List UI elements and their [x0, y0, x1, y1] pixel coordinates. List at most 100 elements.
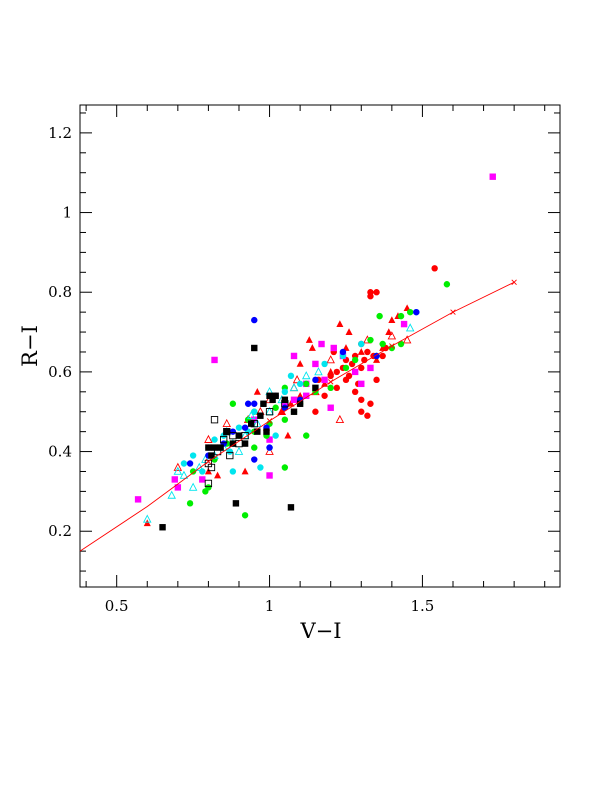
data-point-filled-square: [199, 476, 206, 483]
data-points: [134, 173, 496, 531]
data-point-filled-circle: [364, 412, 371, 419]
data-point-filled-circle: [251, 444, 258, 451]
data-point-filled-circle: [373, 376, 380, 384]
data-point-filled-square: [489, 173, 496, 180]
data-point-filled-circle: [431, 265, 438, 272]
data-point-filled-triangle: [278, 407, 286, 415]
data-point-filled-square: [260, 400, 267, 407]
data-point-open-square: [213, 447, 222, 456]
data-point-open-triangle: [179, 470, 189, 479]
data-point-filled-circle: [251, 316, 258, 324]
data-point-filled-square: [269, 396, 276, 403]
data-point-open-triangle: [292, 375, 302, 384]
data-point-open-triangle: [173, 462, 183, 471]
data-point-filled-square: [287, 504, 295, 511]
data-point-filled-triangle: [308, 344, 316, 351]
data-point-open-triangle: [387, 331, 397, 340]
data-point-filled-circle: [358, 340, 365, 348]
data-point-open-triangle: [326, 355, 335, 364]
fit-line-cross-marker: [205, 458, 212, 465]
data-point-filled-circle: [266, 444, 273, 451]
data-point-filled-triangle: [287, 399, 295, 407]
data-point-filled-square: [318, 340, 325, 348]
data-point-filled-circle: [339, 348, 347, 356]
fit-line-cross-marker: [450, 309, 456, 315]
data-point-filled-circle: [373, 289, 380, 296]
y-tick-label: 0.6: [48, 363, 72, 381]
data-point-filled-square: [205, 444, 212, 451]
data-point-filled-circle: [303, 432, 310, 439]
data-point-filled-circle: [312, 408, 319, 415]
data-point-filled-circle: [244, 400, 252, 407]
data-point-filled-circle: [397, 340, 405, 348]
data-point-filled-triangle: [388, 316, 396, 323]
data-point-filled-circle: [199, 468, 206, 475]
data-point-filled-circle: [367, 336, 374, 344]
y-tick-label: 1.2: [48, 124, 72, 142]
data-point-open-triangle: [289, 383, 299, 392]
data-point-filled-circle: [186, 500, 194, 507]
data-point-filled-circle: [406, 308, 414, 316]
data-point-filled-triangle: [379, 344, 387, 351]
data-point-open-triangle: [289, 383, 299, 392]
data-point-filled-square: [254, 428, 261, 435]
data-point-filled-circle: [251, 400, 258, 407]
data-point-filled-triangle: [296, 360, 304, 367]
data-point-filled-circle: [358, 408, 365, 415]
data-point-filled-circle: [186, 460, 194, 467]
data-point-filled-circle: [333, 384, 341, 392]
data-point-filled-square: [266, 392, 273, 399]
data-point-filled-square: [312, 360, 319, 368]
fit-line-cross-marker: [511, 279, 517, 285]
plot-frame: [79, 104, 561, 588]
data-point-filled-circle: [397, 312, 405, 320]
data-point-filled-circle: [211, 436, 218, 443]
data-point-filled-circle: [379, 340, 386, 348]
data-point-open-square: [210, 416, 219, 424]
data-point-filled-triangle: [336, 320, 344, 327]
data-point-filled-triangle: [305, 336, 313, 343]
data-point-filled-square: [257, 412, 264, 419]
data-point-filled-circle: [226, 448, 234, 455]
data-point-filled-square: [330, 344, 337, 352]
data-point-filled-circle: [272, 404, 279, 411]
data-point-open-triangle: [167, 490, 176, 499]
data-point-filled-circle: [189, 468, 197, 475]
data-point-filled-square: [263, 428, 270, 435]
data-point-filled-triangle: [284, 431, 292, 439]
axis-tick-labels: 0.5 1 1.5 0.2 0.4 0.6 0.8 1 1.2: [48, 124, 434, 615]
fit-line-cross-marker: [389, 343, 395, 349]
y-tick-label: 1: [62, 204, 72, 222]
data-point-filled-triangle: [296, 391, 304, 399]
data-point-filled-circle: [413, 308, 420, 316]
data-point-open-triangle: [402, 335, 412, 344]
data-point-open-square: [226, 451, 234, 460]
x-tick-label: 0.5: [105, 597, 129, 615]
data-point-filled-circle: [379, 352, 386, 360]
data-point-filled-square: [235, 432, 243, 439]
data-point-filled-circle: [202, 488, 209, 495]
data-point-filled-circle: [443, 281, 451, 288]
data-point-filled-square: [266, 472, 273, 479]
data-point-filled-circle: [367, 400, 374, 407]
data-point-open-square: [265, 408, 274, 416]
data-point-open-square: [229, 431, 237, 440]
data-point-filled-circle: [358, 396, 365, 403]
data-point-open-square: [204, 479, 213, 488]
data-point-filled-circle: [251, 456, 258, 463]
data-point-filled-square: [217, 444, 224, 451]
data-point-filled-square: [400, 320, 408, 328]
data-point-filled-circle: [241, 424, 249, 431]
data-point-filled-triangle: [214, 471, 222, 479]
data-point-open-triangle: [265, 446, 274, 455]
data-point-filled-circle: [367, 293, 374, 300]
data-point-filled-circle: [272, 432, 279, 439]
y-tick-label: 0.8: [48, 283, 72, 301]
data-point-filled-triangle: [143, 519, 151, 527]
data-point-filled-square: [266, 436, 273, 443]
data-point-filled-circle: [351, 356, 359, 364]
data-point-open-square: [241, 431, 249, 440]
data-point-filled-square: [367, 364, 374, 372]
data-point-filled-square: [321, 376, 328, 384]
data-point-open-square: [223, 427, 231, 436]
